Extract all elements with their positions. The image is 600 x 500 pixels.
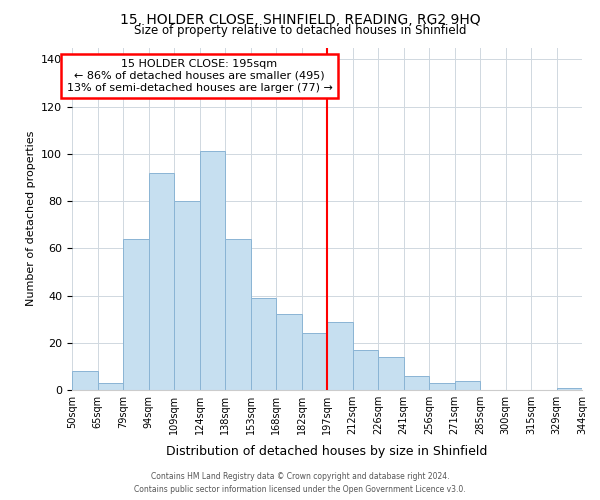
Bar	[276, 314, 302, 390]
Bar	[378, 357, 404, 390]
Bar	[149, 172, 174, 390]
Bar	[557, 388, 582, 390]
X-axis label: Distribution of detached houses by size in Shinfield: Distribution of detached houses by size …	[166, 446, 488, 458]
Bar	[174, 201, 199, 390]
Bar	[251, 298, 276, 390]
Bar	[302, 334, 327, 390]
Text: Contains HM Land Registry data © Crown copyright and database right 2024.
Contai: Contains HM Land Registry data © Crown c…	[134, 472, 466, 494]
Bar	[199, 152, 225, 390]
Text: 15, HOLDER CLOSE, SHINFIELD, READING, RG2 9HQ: 15, HOLDER CLOSE, SHINFIELD, READING, RG…	[119, 12, 481, 26]
Bar	[72, 371, 97, 390]
Bar	[429, 383, 455, 390]
Bar	[353, 350, 378, 390]
Bar	[225, 239, 251, 390]
Bar	[455, 380, 480, 390]
Bar	[327, 322, 353, 390]
Text: 15 HOLDER CLOSE: 195sqm
← 86% of detached houses are smaller (495)
13% of semi-d: 15 HOLDER CLOSE: 195sqm ← 86% of detache…	[67, 60, 332, 92]
Bar	[123, 239, 149, 390]
Y-axis label: Number of detached properties: Number of detached properties	[26, 131, 35, 306]
Bar	[404, 376, 429, 390]
Bar	[97, 383, 123, 390]
Text: Size of property relative to detached houses in Shinfield: Size of property relative to detached ho…	[134, 24, 466, 37]
